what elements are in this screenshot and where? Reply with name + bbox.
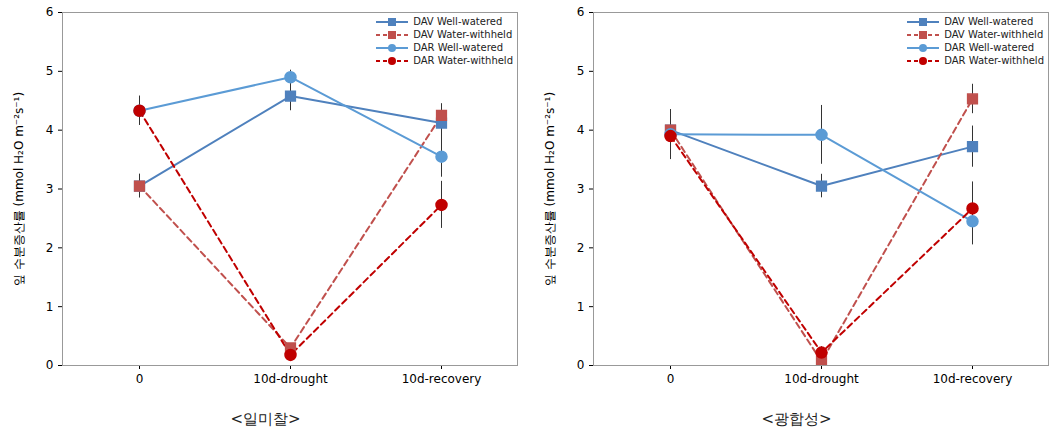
svg-text:2: 2 xyxy=(46,241,54,255)
svg-text:2: 2 xyxy=(577,241,585,255)
svg-text:10d-recovery: 10d-recovery xyxy=(933,372,1013,386)
svg-text:0: 0 xyxy=(46,358,54,372)
svg-text:4: 4 xyxy=(577,123,585,137)
svg-text:1: 1 xyxy=(46,300,54,314)
html-text:DAR Water-withheld: DAR Water-withheld xyxy=(944,55,1044,66)
svg-text:5: 5 xyxy=(46,64,54,78)
html-text:DAR Well-watered: DAR Well-watered xyxy=(413,42,503,53)
html-text:DAR Water-withheld: DAR Water-withheld xyxy=(413,55,513,66)
html-text:DAV Well-watered: DAV Well-watered xyxy=(413,16,503,27)
svg-text:4: 4 xyxy=(46,123,54,137)
html-text:DAV Water-withheld: DAV Water-withheld xyxy=(944,29,1044,40)
svg-text:10d-recovery: 10d-recovery xyxy=(402,372,482,386)
svg-text:1: 1 xyxy=(577,300,585,314)
html-text:<광합성>: <광합성> xyxy=(761,410,832,428)
svg-text:6: 6 xyxy=(46,5,54,19)
svg-text:10d-drought: 10d-drought xyxy=(784,372,859,386)
svg-text:0: 0 xyxy=(136,372,144,386)
svg-text:3: 3 xyxy=(577,182,585,196)
svg-text:잎 수분증산률 (mmol H₂O m⁻²s⁻¹): 잎 수분증산률 (mmol H₂O m⁻²s⁻¹) xyxy=(12,92,26,286)
svg-text:3: 3 xyxy=(46,182,54,196)
svg-text:5: 5 xyxy=(577,64,585,78)
html-text:<일미찰>: <일미찰> xyxy=(230,410,301,428)
svg-text:0: 0 xyxy=(667,372,675,386)
html-text:DAR Well-watered: DAR Well-watered xyxy=(944,42,1034,53)
html-text:DAV Well-watered: DAV Well-watered xyxy=(944,16,1034,27)
html-text:DAV Water-withheld: DAV Water-withheld xyxy=(413,29,513,40)
svg-text:10d-drought: 10d-drought xyxy=(253,372,328,386)
svg-text:0: 0 xyxy=(577,358,585,372)
svg-text:잎 수분증산률 (mmol H₂O m⁻²s⁻¹): 잎 수분증산률 (mmol H₂O m⁻²s⁻¹) xyxy=(543,92,557,286)
svg-text:6: 6 xyxy=(577,5,585,19)
